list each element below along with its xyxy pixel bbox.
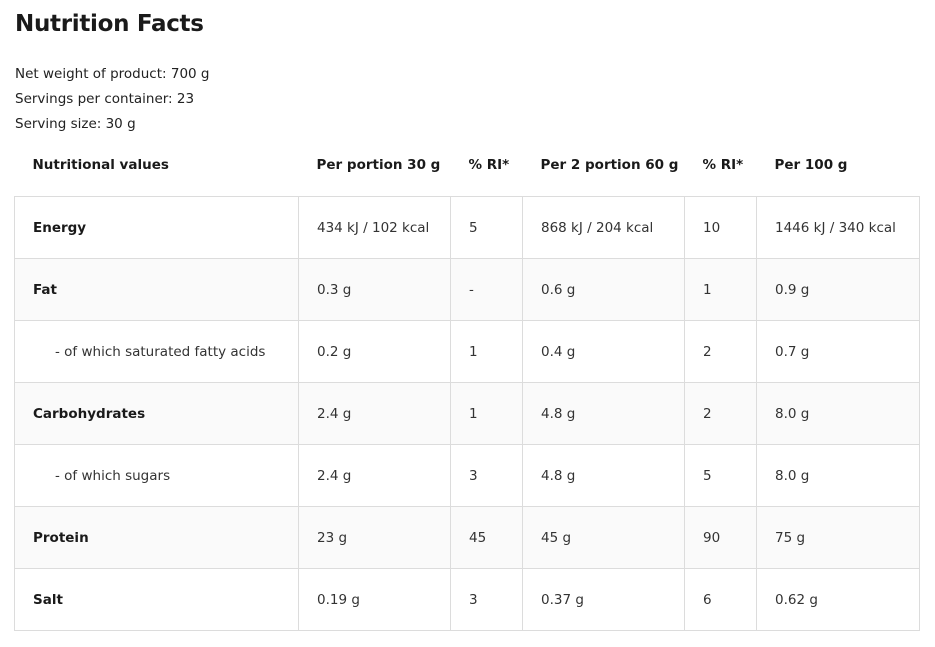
- column-header: Per portion 30 g: [316, 157, 441, 173]
- table-cell: 0.9 g: [756, 258, 920, 321]
- table-cell: 1: [450, 320, 523, 383]
- servings-per-container: Servings per container: 23: [15, 91, 195, 107]
- table-cell: 8.0 g: [756, 444, 920, 507]
- column-header: Per 2 portion 60 g: [540, 157, 679, 173]
- nutrient-name: - of which sugars: [14, 444, 299, 507]
- table-cell: 868 kJ / 204 kcal: [522, 196, 685, 259]
- column-header: % RI*: [468, 157, 510, 173]
- table-row: - of which saturated fatty acids 0.2 g 1 0.…: [14, 320, 920, 383]
- table-cell: 45 g: [522, 506, 685, 569]
- table-cell: 0.19 g: [298, 568, 451, 631]
- serving-size: Serving size: 30 g: [15, 116, 136, 132]
- net-weight: Net weight of product: 700 g: [15, 66, 210, 82]
- column-header: Nutritional values: [32, 157, 169, 173]
- table-cell: 0.4 g: [522, 320, 685, 383]
- table-cell: 1: [684, 258, 757, 321]
- table-cell: 0.62 g: [756, 568, 920, 631]
- table-cell: 0.7 g: [756, 320, 920, 383]
- table-row: Fat 0.3 g -0.6 g 1 0.9 g: [14, 258, 920, 321]
- table-row: Salt 0.19 g 3 0.37 g 6 0.62 g: [14, 568, 920, 631]
- table-cell: 2: [684, 382, 757, 445]
- column-header: % RI*: [702, 157, 744, 173]
- table-cell: 4.8 g: [522, 444, 685, 507]
- product-meta: Net weight of product: 700 g Servings pe…: [15, 62, 210, 137]
- table-cell: 4.8 g: [522, 382, 685, 445]
- table-cell: 3: [450, 444, 523, 507]
- table-row: - of which sugars 2.4 g 3 4.8 g 5 8.0 g: [14, 444, 920, 507]
- nutrient-name: Protein: [14, 506, 299, 569]
- table-row: Energy 434 kJ / 102 kcal 5 868 kJ / 204 kca…: [14, 196, 920, 259]
- table-cell: 2: [684, 320, 757, 383]
- table-row: Carbohydrates 2.4 g 1 4.8 g 2 8.0 g: [14, 382, 920, 445]
- table-cell: 75 g: [756, 506, 920, 569]
- table-cell: 8.0 g: [756, 382, 920, 445]
- table-cell: 45: [450, 506, 523, 569]
- table-cell: 2.4 g: [298, 382, 451, 445]
- nutrient-name: Energy: [14, 196, 299, 259]
- table-cell: 23 g: [298, 506, 451, 569]
- column-header: Per 100 g: [774, 157, 848, 173]
- table-cell: 0.2 g: [298, 320, 451, 383]
- table-cell: -: [450, 258, 523, 321]
- nutrition-table: Nutritional values Per portion 30 g % RI…: [14, 134, 920, 631]
- nutrient-name: Salt: [14, 568, 299, 631]
- table-cell: 10: [684, 196, 757, 259]
- table-cell: 0.6 g: [522, 258, 685, 321]
- page-title: Nutrition Facts: [15, 11, 204, 37]
- table-cell: 1446 kJ / 340 kcal: [756, 196, 920, 259]
- table-cell: 0.3 g: [298, 258, 451, 321]
- table-cell: 3: [450, 568, 523, 631]
- nutrient-name: Carbohydrates: [14, 382, 299, 445]
- table-cell: 0.37 g: [522, 568, 685, 631]
- table-cell: 5: [450, 196, 523, 259]
- table-row: Protein 23 g 45 45 g 90 75 g: [14, 506, 920, 569]
- nutrient-name: - of which saturated fatty acids: [14, 320, 299, 383]
- table-cell: 6: [684, 568, 757, 631]
- table-cell: 1: [450, 382, 523, 445]
- nutrient-name: Fat: [14, 258, 299, 321]
- table-cell: 5: [684, 444, 757, 507]
- table-header-row: Nutritional values Per portion 30 g % RI…: [15, 134, 920, 197]
- table-cell: 2.4 g: [298, 444, 451, 507]
- table-cell: 90: [684, 506, 757, 569]
- table-cell: 434 kJ / 102 kcal: [298, 196, 451, 259]
